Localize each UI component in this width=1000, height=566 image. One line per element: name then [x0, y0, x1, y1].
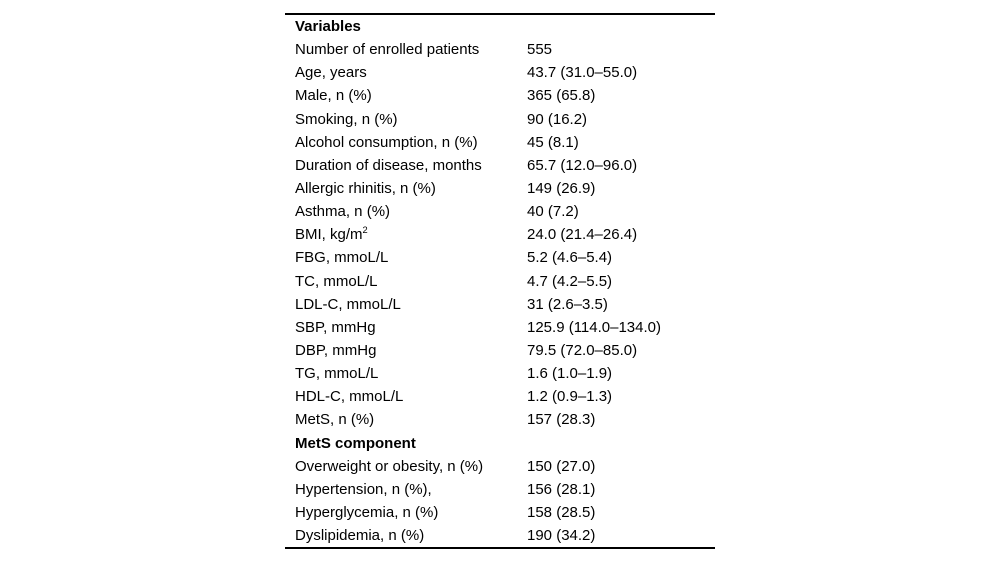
table-row: Asthma, n (%) 40 (7.2) — [285, 200, 715, 223]
row-label: Allergic rhinitis, n (%) — [295, 179, 436, 197]
row-label: Smoking, n (%) — [295, 110, 398, 128]
row-label: DBP, mmHg — [295, 341, 377, 359]
row-label: Dyslipidemia, n (%) — [295, 527, 425, 545]
row-value: 125.9 (114.0–134.0) — [527, 318, 661, 336]
row-label: Hypertension, n (%), — [295, 480, 432, 498]
table-section-row: MetS component — [285, 432, 715, 455]
table-row: TG, mmoL/L 1.6 (1.0–1.9) — [285, 362, 715, 385]
row-value: 79.5 (72.0–85.0) — [527, 341, 638, 359]
row-value: 65.7 (12.0–96.0) — [527, 156, 638, 174]
table-header-row: Variables — [285, 15, 715, 38]
table-row: Age, years 43.7 (31.0–55.0) — [285, 61, 715, 84]
row-label: Overweight or obesity, n (%) — [295, 457, 484, 475]
row-value: 24.0 (21.4–26.4) — [527, 226, 638, 244]
row-value: 158 (28.5) — [527, 503, 596, 521]
row-label: FBG, mmoL/L — [295, 249, 389, 267]
table-row: MetS, n (%) 157 (28.3) — [285, 408, 715, 431]
row-label: LDL-C, mmoL/L — [295, 295, 401, 313]
row-label: SBP, mmHg — [295, 318, 376, 336]
table-row: Overweight or obesity, n (%) 150 (27.0) — [285, 455, 715, 478]
row-value: 43.7 (31.0–55.0) — [527, 64, 638, 82]
table-row: HDL-C, mmoL/L 1.2 (0.9–1.3) — [285, 385, 715, 408]
row-label: Duration of disease, months — [295, 156, 482, 174]
row-value: 150 (27.0) — [527, 457, 596, 475]
table-row: Duration of disease, months 65.7 (12.0–9… — [285, 154, 715, 177]
row-value: 365 (65.8) — [527, 87, 596, 105]
row-label: Asthma, n (%) — [295, 203, 391, 221]
table-row: BMI, kg/m2 24.0 (21.4–26.4) — [285, 223, 715, 246]
table-row: Hypertension, n (%), 156 (28.1) — [285, 478, 715, 501]
row-value: 5.2 (4.6–5.4) — [527, 249, 613, 267]
row-label: Alcohol consumption, n (%) — [295, 133, 478, 151]
row-label: TG, mmoL/L — [295, 365, 379, 383]
row-value: 1.2 (0.9–1.3) — [527, 388, 613, 406]
row-value: 90 (16.2) — [527, 110, 588, 128]
table-row: Allergic rhinitis, n (%) 149 (26.9) — [285, 177, 715, 200]
row-value: 1.6 (1.0–1.9) — [527, 365, 613, 383]
row-value: 149 (26.9) — [527, 179, 596, 197]
row-value: 45 (8.1) — [527, 133, 579, 151]
row-value: 4.7 (4.2–5.5) — [527, 272, 613, 290]
row-value: 157 (28.3) — [527, 411, 596, 429]
table-row: DBP, mmHg 79.5 (72.0–85.0) — [285, 339, 715, 362]
row-label: Age, years — [295, 64, 367, 82]
row-label: BMI, kg/m2 — [285, 223, 527, 246]
baseline-characteristics-table: Variables Number of enrolled patients 55… — [285, 13, 715, 550]
row-label: TC, mmoL/L — [295, 272, 378, 290]
row-value: 190 (34.2) — [527, 527, 596, 545]
row-label: Male, n (%) — [295, 87, 372, 105]
row-value: 40 (7.2) — [527, 203, 579, 221]
table-row: Hyperglycemia, n (%) 158 (28.5) — [285, 501, 715, 524]
table-row: Number of enrolled patients 555 — [285, 38, 715, 61]
row-label-text: BMI, kg/m — [295, 226, 363, 244]
superscript: 2 — [362, 225, 368, 236]
table-row: LDL-C, mmoL/L 31 (2.6–3.5) — [285, 293, 715, 316]
table-row: TC, mmoL/L 4.7 (4.2–5.5) — [285, 270, 715, 293]
table-row: SBP, mmHg 125.9 (114.0–134.0) — [285, 316, 715, 339]
row-label: Hyperglycemia, n (%) — [295, 503, 439, 521]
row-label: HDL-C, mmoL/L — [295, 388, 404, 406]
row-label: MetS, n (%) — [295, 411, 375, 429]
table-row: Smoking, n (%) 90 (16.2) — [285, 108, 715, 131]
row-label: Number of enrolled patients — [295, 41, 480, 59]
table-row: Male, n (%) 365 (65.8) — [285, 84, 715, 107]
table-header-label: Variables — [295, 18, 361, 35]
section-header: MetS component — [295, 434, 416, 452]
table-row: Dyslipidemia, n (%) 190 (34.2) — [285, 524, 715, 547]
table-row: Alcohol consumption, n (%) 45 (8.1) — [285, 131, 715, 154]
row-value: 555 — [527, 41, 553, 59]
table-row: FBG, mmoL/L 5.2 (4.6–5.4) — [285, 246, 715, 269]
row-value: 156 (28.1) — [527, 480, 596, 498]
row-value: 31 (2.6–3.5) — [527, 295, 608, 313]
